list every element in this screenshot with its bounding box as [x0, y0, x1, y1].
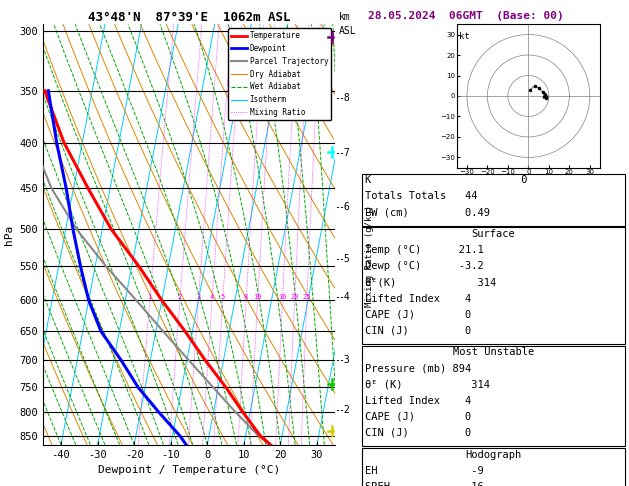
Text: PW (cm)         0.49: PW (cm) 0.49: [365, 208, 490, 218]
Text: -3: -3: [338, 355, 350, 365]
Text: θᴱ(K)             314: θᴱ(K) 314: [365, 278, 496, 288]
Text: Surface: Surface: [471, 229, 515, 240]
Text: Mixing Ratio (g/kg): Mixing Ratio (g/kg): [365, 205, 374, 307]
Text: Dewp (°C)      -3.2: Dewp (°C) -3.2: [365, 261, 484, 272]
Text: CAPE (J)        0: CAPE (J) 0: [365, 412, 471, 422]
Text: 4: 4: [209, 294, 214, 300]
X-axis label: Dewpoint / Temperature (°C): Dewpoint / Temperature (°C): [98, 465, 280, 475]
Text: 1: 1: [148, 294, 152, 300]
Text: Lifted Index    4: Lifted Index 4: [365, 294, 471, 304]
Text: Hodograph: Hodograph: [465, 450, 521, 460]
Text: 16: 16: [278, 294, 287, 300]
Text: km: km: [338, 12, 350, 22]
Text: CIN (J)         0: CIN (J) 0: [365, 326, 471, 336]
Text: SREH             16: SREH 16: [365, 482, 484, 486]
Text: θᴱ (K)           314: θᴱ (K) 314: [365, 380, 490, 390]
Text: -4: -4: [338, 292, 350, 302]
Text: -8: -8: [338, 93, 350, 104]
Text: 25: 25: [303, 294, 311, 300]
Text: K                        0: K 0: [365, 175, 527, 186]
Text: Totals Totals   44: Totals Totals 44: [365, 191, 477, 202]
Text: CAPE (J)        0: CAPE (J) 0: [365, 310, 471, 320]
Text: 20: 20: [290, 294, 299, 300]
Legend: Temperature, Dewpoint, Parcel Trajectory, Dry Adiabat, Wet Adiabat, Isotherm, Mi: Temperature, Dewpoint, Parcel Trajectory…: [228, 28, 331, 120]
Text: CIN (J)         0: CIN (J) 0: [365, 428, 471, 438]
Title: 43°48'N  87°39'E  1062m ASL: 43°48'N 87°39'E 1062m ASL: [88, 11, 290, 24]
Text: -2: -2: [338, 405, 350, 415]
Text: ASL: ASL: [338, 26, 356, 36]
Text: 5: 5: [221, 294, 225, 300]
Text: kt: kt: [459, 33, 469, 41]
Text: EH               -9: EH -9: [365, 466, 484, 476]
Text: 28.05.2024  06GMT  (Base: 00): 28.05.2024 06GMT (Base: 00): [368, 11, 564, 21]
Y-axis label: hPa: hPa: [4, 225, 14, 244]
Text: 3: 3: [196, 294, 201, 300]
Text: 10: 10: [253, 294, 262, 300]
Text: 8: 8: [244, 294, 248, 300]
Text: Temp (°C)      21.1: Temp (°C) 21.1: [365, 245, 484, 256]
Text: -6: -6: [338, 202, 350, 212]
Text: -5: -5: [338, 254, 350, 264]
Text: 2: 2: [177, 294, 182, 300]
Text: -7: -7: [338, 148, 350, 158]
Text: Pressure (mb) 894: Pressure (mb) 894: [365, 364, 471, 374]
Text: Most Unstable: Most Unstable: [452, 347, 534, 358]
Text: Lifted Index    4: Lifted Index 4: [365, 396, 471, 406]
